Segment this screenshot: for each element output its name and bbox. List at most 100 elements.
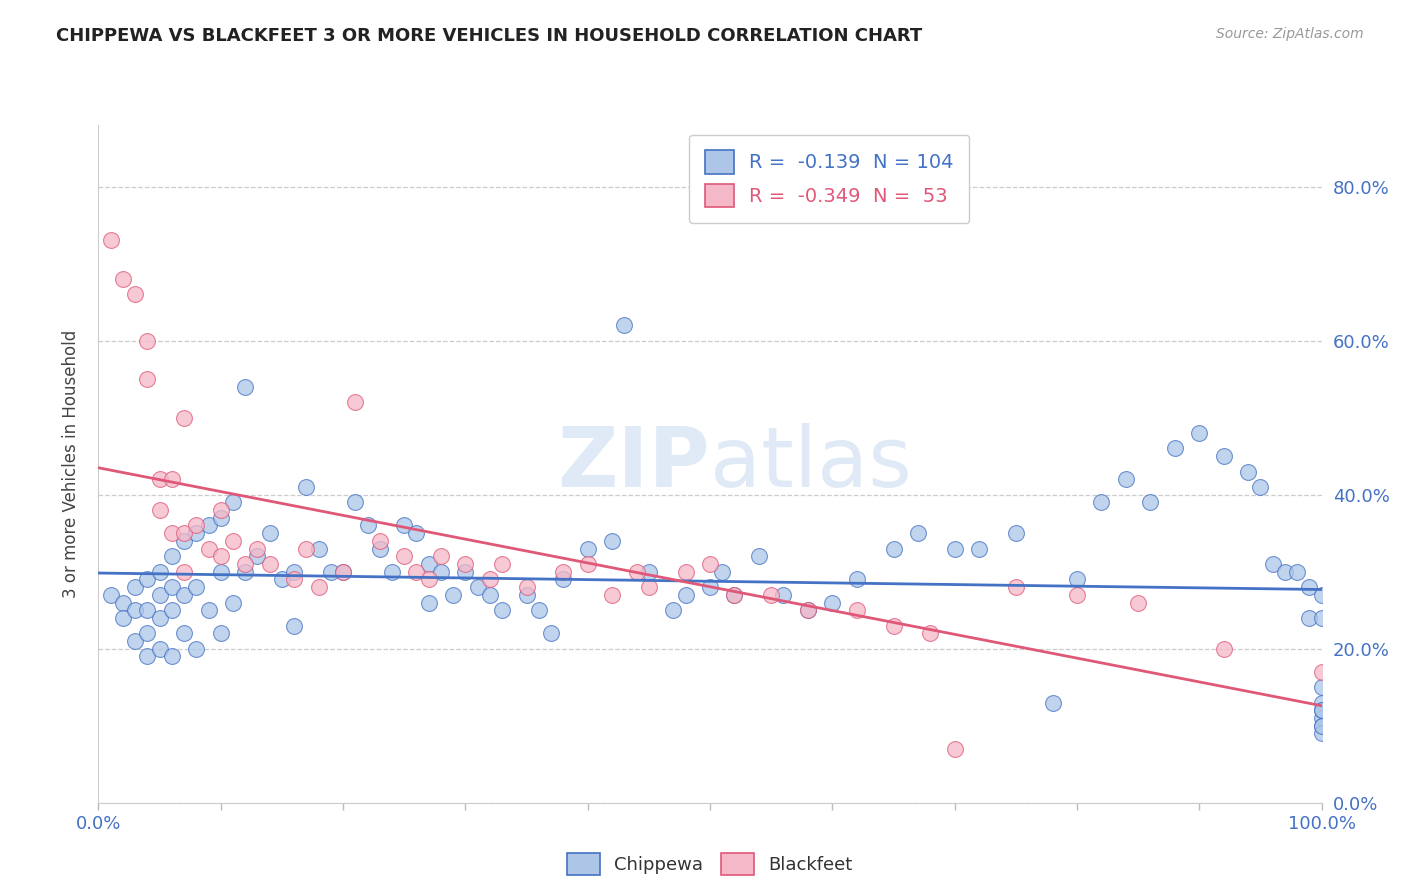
Point	[308, 541, 330, 556]
Point	[845, 573, 868, 587]
Point	[136, 626, 159, 640]
Point	[699, 557, 721, 571]
Point	[1310, 611, 1333, 625]
Point	[1212, 641, 1234, 656]
Point	[111, 595, 134, 609]
Point	[283, 618, 305, 632]
Point	[845, 603, 868, 617]
Point	[209, 503, 232, 517]
Point	[124, 580, 146, 594]
Point	[723, 588, 745, 602]
Point	[319, 565, 342, 579]
Legend: Chippewa, Blackfeet: Chippewa, Blackfeet	[560, 846, 860, 882]
Point	[405, 565, 427, 579]
Point	[136, 573, 159, 587]
Point	[356, 518, 378, 533]
Point	[136, 372, 159, 386]
Point	[883, 541, 905, 556]
Point	[576, 557, 599, 571]
Text: Source: ZipAtlas.com: Source: ZipAtlas.com	[1216, 27, 1364, 41]
Point	[907, 526, 929, 541]
Point	[638, 580, 661, 594]
Point	[883, 618, 905, 632]
Point	[1310, 703, 1333, 717]
Point	[920, 626, 942, 640]
Point	[943, 742, 966, 756]
Point	[368, 533, 391, 548]
Point	[332, 565, 354, 579]
Point	[454, 565, 477, 579]
Point	[626, 565, 648, 579]
Point	[381, 565, 404, 579]
Point	[797, 603, 820, 617]
Point	[197, 603, 219, 617]
Point	[1310, 680, 1333, 694]
Point	[638, 565, 661, 579]
Point	[540, 626, 562, 640]
Point	[675, 565, 697, 579]
Point	[1249, 480, 1271, 494]
Point	[1066, 573, 1088, 587]
Point	[100, 588, 122, 602]
Point	[149, 565, 172, 579]
Point	[1298, 611, 1320, 625]
Point	[1310, 665, 1333, 679]
Point	[1274, 565, 1296, 579]
Point	[368, 541, 391, 556]
Point	[1004, 580, 1026, 594]
Point	[136, 603, 159, 617]
Point	[197, 541, 219, 556]
Text: atlas: atlas	[710, 424, 911, 504]
Point	[259, 557, 281, 571]
Point	[392, 549, 416, 564]
Point	[527, 603, 550, 617]
Point	[1139, 495, 1161, 509]
Point	[1261, 557, 1284, 571]
Point	[1310, 726, 1333, 740]
Point	[491, 557, 513, 571]
Point	[222, 533, 245, 548]
Point	[209, 549, 232, 564]
Point	[600, 588, 623, 602]
Point	[418, 557, 440, 571]
Point	[136, 334, 159, 348]
Point	[149, 611, 172, 625]
Point	[943, 541, 966, 556]
Point	[186, 641, 208, 656]
Point	[344, 495, 367, 509]
Point	[186, 518, 208, 533]
Point	[515, 580, 537, 594]
Point	[136, 649, 159, 664]
Point	[1004, 526, 1026, 541]
Point	[295, 541, 318, 556]
Point	[308, 580, 330, 594]
Point	[160, 649, 183, 664]
Point	[1042, 696, 1064, 710]
Point	[1115, 472, 1137, 486]
Point	[197, 518, 219, 533]
Point	[186, 526, 208, 541]
Point	[149, 472, 172, 486]
Point	[392, 518, 416, 533]
Point	[209, 510, 232, 524]
Point	[270, 573, 294, 587]
Point	[259, 526, 281, 541]
Point	[173, 410, 195, 425]
Point	[418, 595, 440, 609]
Point	[711, 565, 734, 579]
Point	[246, 549, 269, 564]
Point	[160, 549, 183, 564]
Point	[1310, 711, 1333, 725]
Point	[478, 573, 501, 587]
Point	[430, 549, 453, 564]
Point	[160, 603, 183, 617]
Point	[173, 533, 195, 548]
Point	[222, 495, 245, 509]
Point	[772, 588, 794, 602]
Point	[186, 580, 208, 594]
Point	[233, 565, 256, 579]
Point	[111, 611, 134, 625]
Point	[1310, 696, 1333, 710]
Point	[1310, 719, 1333, 733]
Point	[149, 641, 172, 656]
